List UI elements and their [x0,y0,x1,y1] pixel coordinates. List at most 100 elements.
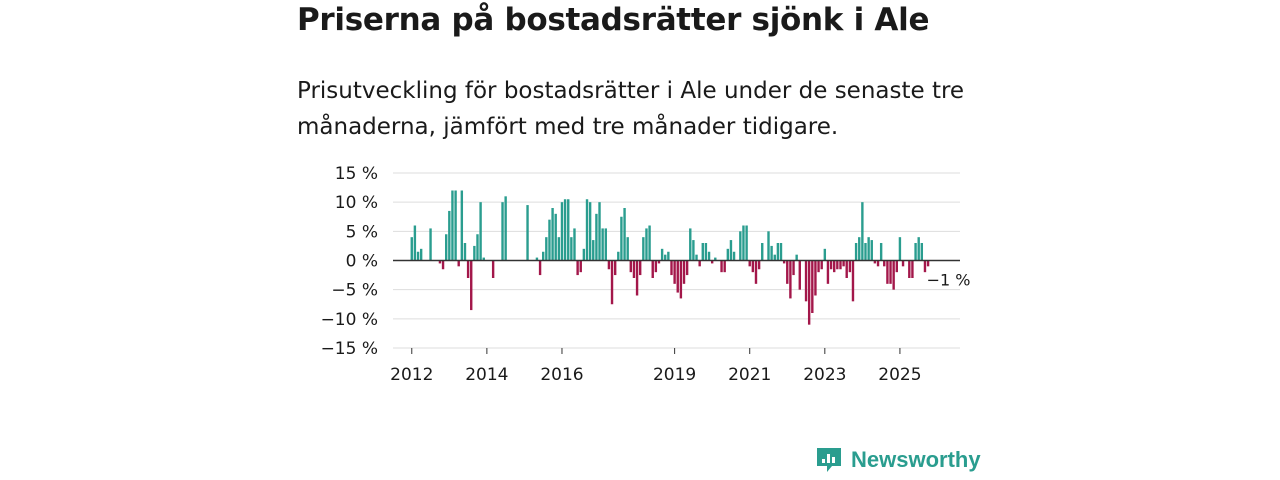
bar [704,243,708,261]
bar [820,260,823,270]
bar [491,260,495,278]
bar [886,260,889,284]
bar [751,260,755,273]
chart-title: Priserna på bostadsrätter sjönk i Ale [297,2,930,38]
bar [626,237,629,261]
bar [445,234,448,261]
bar [441,260,445,270]
bar [548,219,551,261]
bar [861,202,864,261]
bar [607,260,611,270]
bar [851,260,855,302]
bar [732,251,736,261]
bar [416,251,420,261]
bar [867,237,870,261]
bar [582,248,586,261]
bar [779,243,783,261]
bar [460,190,464,261]
bar [829,260,833,270]
bar [595,213,598,261]
bar [839,260,842,270]
bar [833,260,836,273]
bar [620,216,623,261]
y-tick-label: 15 % [335,164,378,184]
bar [823,248,827,261]
bar [770,245,773,261]
bar [723,260,726,273]
bar [610,260,614,305]
bar [476,234,479,261]
bar [654,260,658,273]
bar [892,260,895,290]
bar [526,205,529,261]
bar [873,260,877,264]
bar [726,248,730,261]
bar [876,260,880,267]
bar [854,243,858,261]
bar [714,257,717,261]
bar [617,251,620,261]
last-value-label: −1 % [927,271,971,290]
bar [545,237,548,261]
bar [685,260,689,276]
x-tick-label: 2021 [728,365,771,385]
bar [811,260,814,313]
bar [757,260,761,270]
bar [579,260,582,273]
grid-lines [393,172,960,349]
bar [773,254,776,261]
bar [845,260,848,278]
bar [720,260,723,273]
bar [689,228,692,261]
bar [429,228,432,261]
bar [563,199,567,261]
bar [651,260,654,278]
bar [842,260,845,267]
bar [864,243,867,261]
bar [557,237,561,261]
y-axis: 15 % 10 % 5 % 0 % −5 % −10 % −15 % [321,164,378,359]
x-tick-label: 2023 [803,365,846,385]
y-tick-label: −10 % [321,310,378,330]
bar [463,243,467,261]
bar [657,260,661,264]
bar [592,240,595,261]
bar [629,260,632,273]
bar [538,260,542,276]
bar [576,260,579,276]
y-tick-label: −15 % [321,339,378,359]
y-tick-label: 5 % [346,222,378,242]
bar [448,210,451,261]
bar [917,237,920,261]
bar [870,240,873,261]
bar [501,202,504,261]
bar [413,225,417,261]
bar [767,231,770,261]
bar [761,243,764,261]
bar [836,260,839,270]
bar [883,260,886,267]
brand-logo[interactable]: Newsworthy [815,445,981,475]
x-tick-label: 2012 [390,365,433,385]
bar [664,254,667,261]
bar [635,260,639,296]
bar [858,237,861,261]
bar [535,257,539,261]
bar [613,260,617,276]
bar [542,251,545,261]
bar [554,213,557,261]
bar [623,208,626,261]
bar [667,251,670,261]
y-tick-label: −5 % [331,281,378,301]
bar [707,251,711,261]
bar [679,260,683,299]
bar [804,260,808,302]
bar [826,260,830,284]
bar [604,228,607,261]
bar [504,196,507,261]
bar [789,260,792,299]
bar [648,225,651,261]
bar [642,237,645,261]
bar [457,260,460,267]
bar [473,245,476,261]
